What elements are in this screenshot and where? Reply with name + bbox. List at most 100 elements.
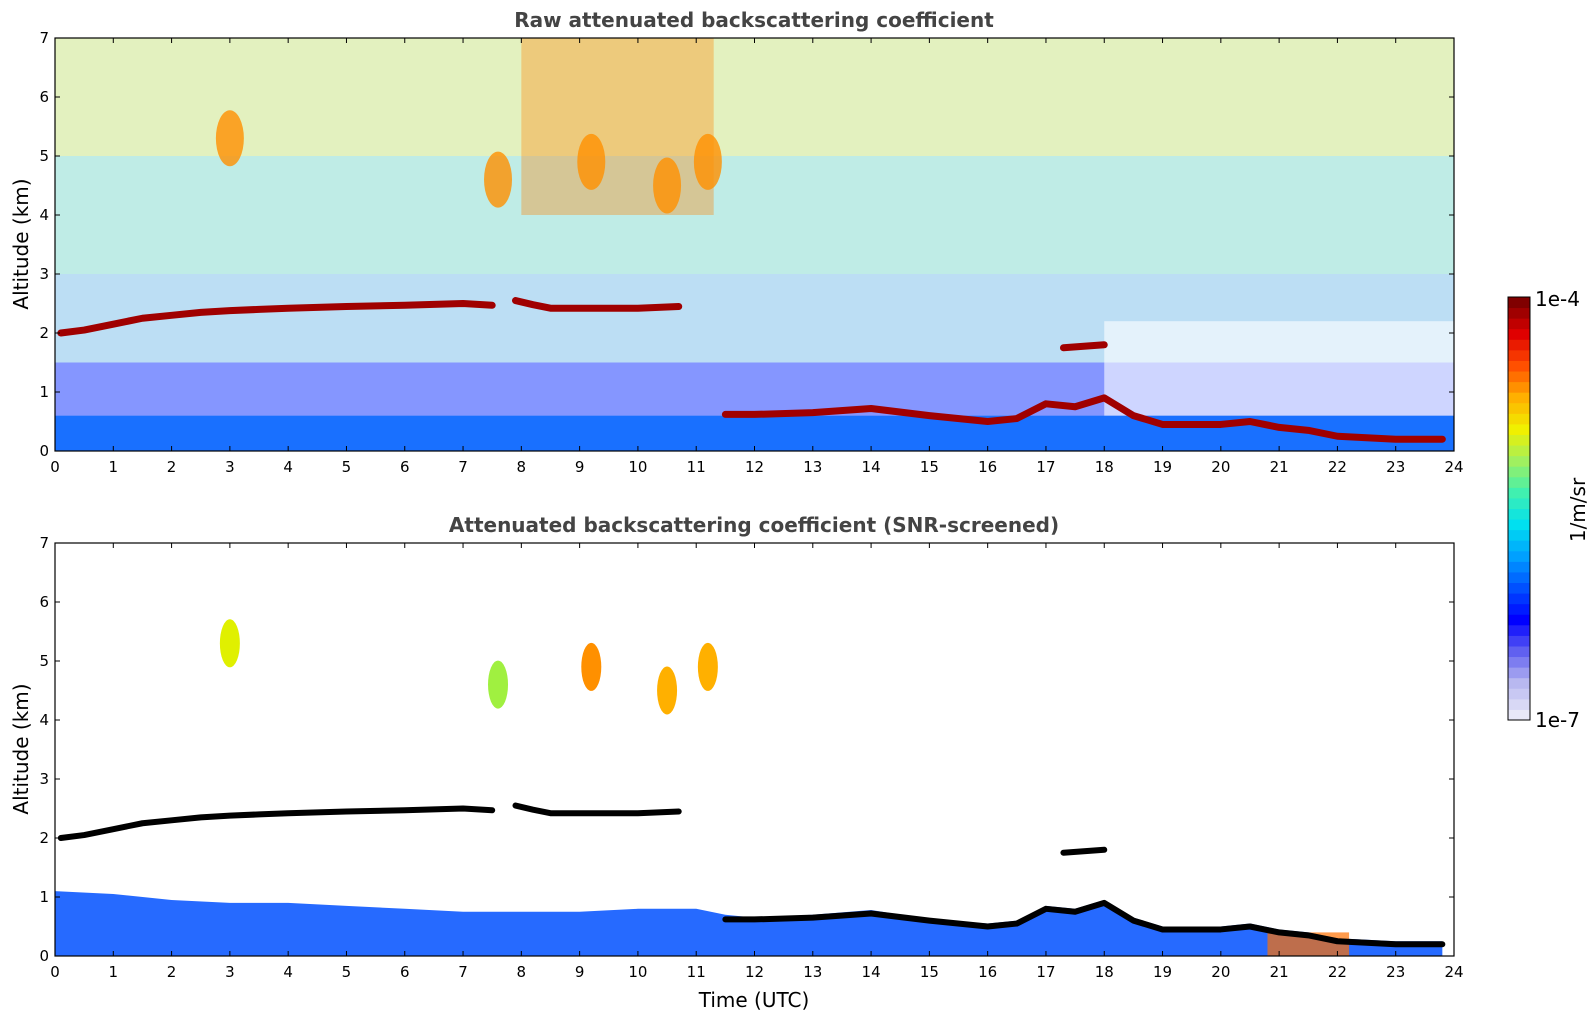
x-tick-label: 3 (225, 458, 235, 476)
cloud-patch (693, 133, 722, 190)
x-tick-label: 5 (342, 963, 352, 981)
x-tick-label: 19 (1153, 963, 1172, 981)
x-tick-label: 0 (50, 963, 60, 981)
y-ticks: 0 1 2 3 4 5 6 7 (39, 29, 1454, 460)
colorbar-bin (1508, 487, 1530, 499)
cloud-patch (577, 133, 606, 190)
colorbar-label: 1/m/sr (1566, 477, 1590, 542)
x-tick-label: 4 (283, 963, 293, 981)
x-tick-label: 4 (283, 458, 293, 476)
x-tick-label: 20 (1211, 458, 1230, 476)
cloud-layer-broken (512, 297, 683, 312)
x-tick-label: 10 (628, 458, 647, 476)
boundary-layer-top (722, 899, 1446, 948)
x-tick-label: 21 (1270, 963, 1289, 981)
cloud-patch (653, 157, 682, 214)
colorbar-bin (1508, 445, 1530, 457)
colorbar-bin (1508, 571, 1530, 584)
boundary-layer-top (721, 394, 1446, 443)
x-ticks: 0 1 2 3 4 5 6 7 8 9 10 11 12 13 14 15 16 17 18 19 20 21 22 23 24 (50, 543, 1464, 981)
boundary-layer (55, 891, 1443, 956)
y-tick-label: 2 (39, 324, 49, 342)
colorbar-bin (1508, 698, 1530, 710)
x-tick-label: 24 (1444, 458, 1463, 476)
x-tick-label: 16 (978, 458, 997, 476)
panel-title: Attenuated backscattering coefficient (S… (449, 513, 1059, 537)
colorbar-bin (1508, 423, 1530, 435)
x-tick-label: 7 (458, 963, 468, 981)
colorbar-bin (1508, 466, 1530, 478)
colorbar-bin (1508, 297, 1530, 309)
colorbar-bin (1508, 402, 1530, 414)
x-tick-label: 3 (225, 963, 235, 981)
x-tick-label: 17 (1036, 458, 1055, 476)
colorbar-bin (1508, 434, 1530, 446)
x-tick-label: 23 (1386, 963, 1405, 981)
x-tick-label: 20 (1211, 963, 1230, 981)
x-tick-label: 7 (458, 458, 468, 476)
cloud-patch (488, 660, 509, 709)
x-tick-label: 5 (342, 458, 352, 476)
colorbar-bin (1508, 709, 1530, 721)
x-tick-label: 10 (628, 963, 647, 981)
colorbar-min-label: 1e-7 (1535, 708, 1580, 732)
x-tick-label: 8 (517, 963, 527, 981)
colorbar-bin (1508, 497, 1530, 509)
x-tick-label: 2 (167, 963, 177, 981)
x-tick-label: 1 (109, 458, 119, 476)
y-tick-label: 0 (39, 442, 49, 460)
x-tick-label: 17 (1036, 963, 1055, 981)
heatmap-raw (55, 38, 1454, 451)
x-tick-label: 12 (745, 458, 764, 476)
x-tick-label: 6 (400, 458, 410, 476)
colorbar-bin (1508, 582, 1530, 594)
colorbar-max-label: 1e-4 (1535, 287, 1580, 311)
x-tick-label: 12 (745, 963, 764, 981)
isolated-cloud (1059, 341, 1108, 352)
x-tick-label: 9 (575, 458, 585, 476)
colorbar-bin (1508, 371, 1530, 383)
colorbar-bin (1508, 645, 1530, 658)
colorbar-bin (1508, 318, 1530, 330)
colorbar-bin (1508, 603, 1530, 615)
colorbar-bin (1508, 614, 1530, 626)
colorbar-bin (1508, 667, 1530, 679)
colorbar-bin (1508, 550, 1530, 562)
colorbar-bin (1508, 519, 1530, 531)
cloud-patch (581, 642, 602, 691)
colorbar-bin (1508, 328, 1530, 340)
colorbar-bin (1508, 381, 1530, 393)
colorbar-bin (1508, 508, 1530, 520)
x-tick-label: 13 (803, 963, 822, 981)
x-tick-label: 14 (862, 963, 881, 981)
x-tick-label: 21 (1270, 458, 1289, 476)
y-tick-label: 6 (39, 88, 49, 106)
x-tick-label: 14 (862, 458, 881, 476)
y-tick-label: 1 (39, 383, 49, 401)
cloud-patch (215, 110, 244, 167)
colorbar-bin (1508, 307, 1530, 319)
x-tick-label: 18 (1095, 963, 1114, 981)
cloud-layer-morning (57, 300, 496, 337)
axes-frame (54, 542, 1455, 957)
colorbar-bin (1508, 455, 1530, 467)
colorbar-bin (1508, 677, 1530, 689)
colorbar-bin (1508, 688, 1530, 700)
isolated-cloud (1060, 846, 1108, 856)
x-tick-label: 13 (803, 458, 822, 476)
backscatter-band (55, 156, 1454, 274)
y-ticks: 0 1 2 3 4 5 6 7 (39, 534, 1454, 965)
x-tick-label: 15 (920, 458, 939, 476)
y-tick-label: 4 (39, 206, 49, 224)
colorbar-bin (1508, 624, 1530, 636)
cloud-layer-broken (512, 802, 682, 817)
y-tick-label: 7 (39, 29, 49, 47)
x-tick-label: 0 (50, 458, 60, 476)
cloud-layer-morning (57, 805, 496, 841)
x-tick-label: 16 (978, 963, 997, 981)
colorbar-bin (1508, 529, 1530, 541)
colorbar-scale (1508, 297, 1530, 721)
colorbar-bin (1508, 593, 1530, 605)
colorbar-bin (1508, 413, 1530, 425)
